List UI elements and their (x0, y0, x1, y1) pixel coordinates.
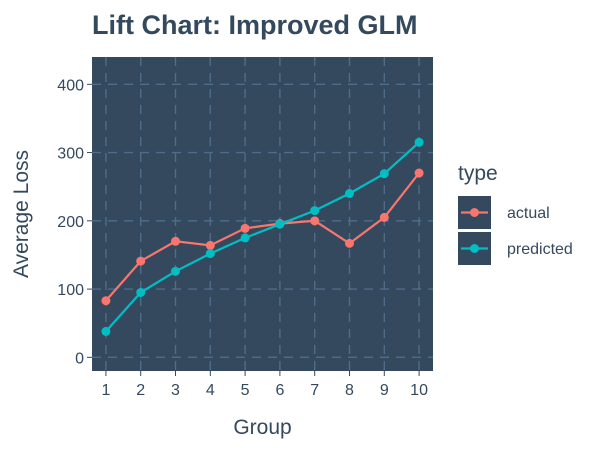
legend-point-actual (470, 208, 479, 217)
y-tick-label: 0 (75, 350, 84, 367)
series-line-actual (105, 172, 420, 302)
x-tick-label: 3 (171, 382, 180, 399)
series-line-predicted (105, 141, 420, 333)
data-point-actual (136, 256, 146, 266)
x-tick-label: 8 (345, 382, 354, 399)
data-point-actual (240, 223, 250, 233)
legend-label-actual: actual (507, 205, 550, 222)
x-tick-label: 2 (136, 382, 145, 399)
legend-title: type (458, 162, 498, 185)
grid-lines (92, 57, 433, 371)
data-point-predicted (379, 169, 389, 179)
data-point-predicted (240, 233, 250, 243)
x-tick-label: 10 (410, 382, 428, 399)
data-point-actual (310, 216, 320, 226)
x-tick-label: 6 (275, 382, 284, 399)
y-tick-label: 200 (57, 214, 84, 231)
data-point-actual (171, 236, 181, 246)
x-tick-label: 1 (101, 382, 110, 399)
x-tick-label: 4 (206, 382, 215, 399)
data-point-actual (205, 240, 215, 250)
x-tick-label: 9 (380, 382, 389, 399)
data-point-predicted (414, 137, 424, 147)
data-point-predicted (101, 326, 111, 336)
plot-panel (92, 57, 433, 371)
data-point-actual (101, 296, 111, 306)
y-axis-title: Average Loss (10, 150, 33, 278)
x-tick-label: 7 (310, 382, 319, 399)
data-point-predicted (136, 288, 146, 297)
chart-title: Lift Chart: Improved GLM (92, 10, 418, 40)
x-tick-label: 5 (241, 382, 250, 399)
data-point-predicted (171, 266, 181, 276)
data-point-predicted (275, 219, 285, 229)
x-axis-title: Group (233, 416, 291, 439)
y-tick-label: 100 (57, 282, 84, 299)
y-tick-label: 300 (57, 146, 84, 163)
data-point-predicted (310, 206, 320, 216)
data-point-actual (344, 238, 354, 248)
series-layer (101, 137, 424, 336)
y-tick-label: 400 (57, 77, 84, 94)
data-point-predicted (344, 189, 354, 199)
data-point-actual (379, 212, 389, 222)
legend: type actual predicted (458, 162, 573, 265)
data-point-predicted (205, 249, 215, 259)
legend-point-predicted (470, 244, 479, 253)
legend-label-predicted: predicted (507, 241, 573, 258)
axes: 0 100 200 300 400 1 2 3 4 5 6 7 8 9 10 (57, 77, 428, 399)
data-point-actual (414, 168, 424, 178)
